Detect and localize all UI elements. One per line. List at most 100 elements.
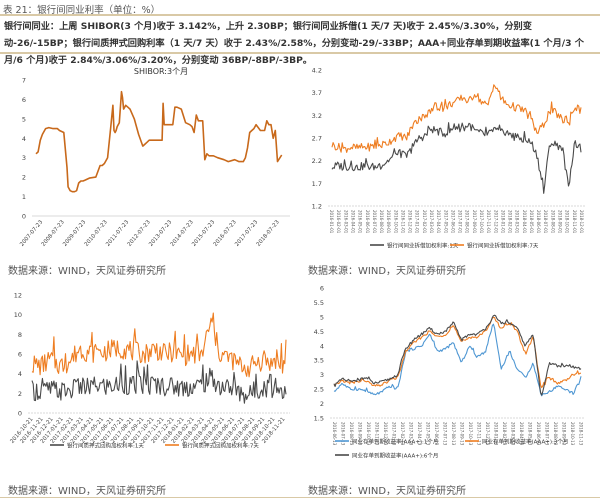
- x-tick-label: 2018-10-01: [565, 210, 570, 234]
- x-tick-label: 2017-05-01: [443, 210, 448, 234]
- y-tick-label: 2: [18, 390, 22, 398]
- x-tick-label: 2018-07-01: [543, 210, 548, 234]
- y-tick-label: 3.5: [314, 357, 324, 365]
- y-tick-label: 4: [320, 342, 324, 350]
- y-tick-label: 3: [320, 371, 324, 379]
- x-tick-label: 2018-07-13: [544, 422, 549, 446]
- y-tick-label: 2: [320, 400, 324, 408]
- legend-label: 银行间同业拆借加权利率:1天: [387, 242, 459, 250]
- x-tick-label: 2018-06-01: [536, 210, 541, 234]
- chart-svg: 0246810122016-10-212016-11-212016-12-212…: [9, 292, 290, 450]
- y-tick-label: 1.5: [314, 415, 324, 423]
- x-tick-label: 2017-01-13: [391, 422, 396, 446]
- y-tick-label: 5: [320, 313, 324, 321]
- x-tick-label: 2016-02-01: [336, 210, 341, 234]
- x-tick-label: 2017-07-01: [458, 210, 463, 234]
- x-tick-label: 2018-03-13: [510, 422, 515, 446]
- y-tick-label: 1.7: [312, 180, 322, 188]
- summary-text: 银行间同业：上周 SHIBOR(3 个月)收于 3.142%，上升 2.30BP…: [0, 14, 600, 66]
- x-tick-label: 2017-03-13: [408, 422, 413, 446]
- series-line: [35, 90, 283, 193]
- y-tick-label: 0: [18, 410, 22, 418]
- y-tick-label: 3.7: [312, 89, 322, 97]
- y-tick-label: 4.5: [314, 328, 324, 336]
- x-tick-label: 2017-03-01: [429, 210, 434, 234]
- divider: [0, 497, 600, 498]
- chart-pledged-repo: 0 2 4 6 8 10 12 2016-10-21 2016-11-21 2016-12-21 2…: [0, 283, 300, 453]
- x-tick-label: 2016-08-13: [349, 422, 354, 446]
- x-tick-label: 2017-01-01: [415, 210, 420, 234]
- x-tick-label: 2017-06-01: [450, 210, 455, 234]
- x-tick-label: 2018-05-01: [529, 210, 534, 234]
- x-tick-label: 2017-09-13: [459, 422, 464, 446]
- x-tick-label: 2017-12-01: [493, 210, 498, 234]
- x-tick-label: 2018-08-13: [553, 422, 558, 446]
- x-tick-label: 2017-07-13: [442, 422, 447, 446]
- x-tick-label: 2016-09-13: [357, 422, 362, 446]
- source-note: 数据来源：WIND，天风证券研究所: [308, 266, 467, 277]
- x-tick-label: 2017-12-13: [485, 422, 490, 446]
- x-tick-label: 2018-08-01: [550, 210, 555, 234]
- y-tick-label: 5.5: [314, 299, 324, 307]
- y-tick-label: 2.5: [314, 386, 324, 394]
- source-note: 数据来源：WIND，天风证券研究所: [8, 266, 167, 277]
- chart-ncd-yield: 1.5 2 2.5 3 3.5 4 4.5 5 5.5 6 2016-06-13 2016-07-13…: [300, 283, 600, 463]
- y-tick-label: 4: [22, 135, 26, 143]
- x-tick-label: 2017-08-13: [451, 422, 456, 446]
- legend-label: 银行间质押式回购加权利率:1天: [67, 442, 144, 450]
- y-tick-label: 10: [14, 311, 22, 319]
- x-tick-label: 2018-12-01: [579, 210, 584, 234]
- x-tick-label: 2016-04-01: [350, 210, 355, 234]
- x-tick-label: 2016-01-01: [329, 210, 334, 234]
- x-tick-label: 2016-08-01: [379, 210, 384, 234]
- x-tick-label: 2018-09-13: [561, 422, 566, 446]
- x-tick-label: 2016-12-13: [383, 422, 388, 446]
- x-tick-label: 2017-08-01: [465, 210, 470, 234]
- x-tick-label: 2016-12-01: [408, 210, 413, 234]
- y-tick-label: 1: [22, 193, 26, 201]
- x-tick-label: 2017-04-01: [436, 210, 441, 234]
- x-tick-label: 2016-11-13: [374, 422, 379, 446]
- x-tick-label: 2016-03-01: [343, 210, 348, 234]
- y-tick-label: 5: [22, 115, 26, 123]
- series-line: [333, 314, 582, 396]
- y-tick-label: 3: [22, 154, 26, 162]
- chart-svg: 1.2 1.7 2.2 2.7 3.2 3.7 4.2 2016-01-01 2016-02-0…: [312, 67, 585, 250]
- x-tick-label: 2016-06-01: [365, 210, 370, 234]
- x-tick-label: 2016-10-13: [366, 422, 371, 446]
- x-tick-label: 2018-01-01: [500, 210, 505, 234]
- x-tick-label: 2017-11-01: [486, 210, 491, 234]
- x-tick-label: 2017-02-01: [422, 210, 427, 234]
- x-tick-label: 2018-04-13: [519, 422, 524, 446]
- y-tick-label: 6: [22, 96, 26, 104]
- y-tick-label: 2: [22, 174, 26, 182]
- y-tick-label: 2.2: [312, 157, 322, 165]
- x-tick-label: 2018-01-13: [493, 422, 498, 446]
- x-tick-label: 2018-05-13: [527, 422, 532, 446]
- series-line: [331, 84, 582, 153]
- chart-shibor-3m: SHIBOR:3个月 0 1 2 3 4 5 6 7 2007-07-23 2008-07-23 20…: [0, 58, 300, 258]
- x-tick-label: 2017-11-13: [476, 422, 481, 446]
- legend-label: 同业存单到期收益率(AAA+):1个月: [352, 438, 438, 446]
- x-tick-label: 2018-07-23: [256, 219, 281, 248]
- x-tick-label: 2017-04-13: [417, 422, 422, 446]
- y-tick-label: 7: [22, 77, 26, 85]
- legend-label: 银行间质押式回购加权利率:7天: [182, 442, 259, 450]
- series-line: [333, 316, 582, 389]
- x-tick-label: 2018-04-01: [522, 210, 527, 234]
- x-tick-label: 2017-10-13: [468, 422, 473, 446]
- chart-svg: SHIBOR:3个月012345672007-07-232008-07-2320…: [19, 67, 290, 248]
- y-tick-label: 12: [14, 292, 22, 300]
- x-tick-label: 2017-05-13: [425, 422, 430, 446]
- chart-title: SHIBOR:3个月: [134, 67, 188, 76]
- x-tick-label: 2016-07-13: [340, 422, 345, 446]
- x-tick-label: 2016-05-01: [358, 210, 363, 234]
- x-tick-label: 2018-11-13: [578, 422, 583, 446]
- chart-svg: 1.5 2 2.5 3 3.5 4 4.5 5 5.5 6 2016-06-13 2016-07-13…: [314, 285, 585, 460]
- x-tick-label: 2018-10-13: [570, 422, 575, 446]
- source-note: 数据来源：WIND，天风证券研究所: [308, 486, 467, 497]
- x-tick-label: 2018-06-13: [536, 422, 541, 446]
- y-tick-label: 0: [22, 213, 26, 221]
- x-tick-label: 2018-11-01: [572, 210, 577, 234]
- y-tick-label: 6: [320, 285, 324, 293]
